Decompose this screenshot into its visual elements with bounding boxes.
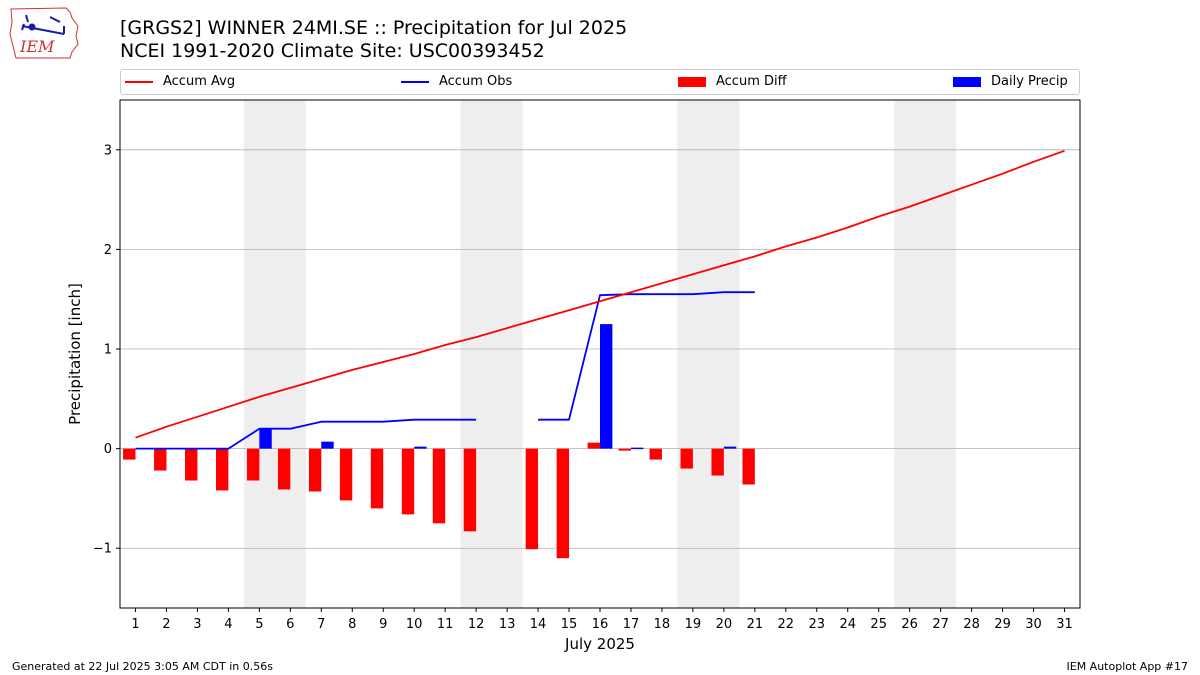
xtick-label-29: 29 xyxy=(994,617,1011,632)
diff-bar-day-9 xyxy=(370,448,384,509)
xtick-label-28: 28 xyxy=(963,617,980,632)
weekend-band-3 xyxy=(677,100,740,608)
xtick-label-21: 21 xyxy=(747,617,764,632)
xtick-label-3: 3 xyxy=(193,617,201,632)
y-axis-label: Precipitation [inch] xyxy=(66,283,84,425)
diff-bar-day-14 xyxy=(525,448,539,550)
xtick-label-20: 20 xyxy=(716,617,733,632)
ytick-label-1: 1 xyxy=(104,343,112,358)
xtick-label-26: 26 xyxy=(901,617,918,632)
xtick-label-15: 15 xyxy=(561,617,578,632)
xtick-label-8: 8 xyxy=(348,617,356,632)
xtick-label-6: 6 xyxy=(286,617,294,632)
ytick-label-2: 2 xyxy=(104,243,112,258)
xtick-label-24: 24 xyxy=(839,617,856,632)
daily-bar-day-10 xyxy=(414,446,427,449)
xtick-label-31: 31 xyxy=(1056,617,1073,632)
xtick-label-4: 4 xyxy=(224,617,232,632)
diff-bar-day-12 xyxy=(463,448,477,532)
xtick-label-17: 17 xyxy=(623,617,640,632)
legend-swatch-diff xyxy=(678,76,706,87)
footer-generated: Generated at 22 Jul 2025 3:05 AM CDT in … xyxy=(12,660,273,673)
xtick-label-22: 22 xyxy=(778,617,795,632)
xtick-label-10: 10 xyxy=(406,617,423,632)
legend-swatch-daily xyxy=(953,76,981,87)
diff-bar-day-20 xyxy=(711,448,724,476)
weekend-band-4 xyxy=(894,100,957,608)
xtick-label-30: 30 xyxy=(1025,617,1042,632)
diff-bar-day-1 xyxy=(123,448,136,460)
diff-bar-day-8 xyxy=(339,448,353,501)
diff-bar-day-3 xyxy=(185,448,198,481)
daily-bar-day-20 xyxy=(723,446,737,449)
diff-bar-day-4 xyxy=(216,448,229,491)
diff-bar-day-21 xyxy=(742,448,755,485)
daily-bar-day-5 xyxy=(259,428,272,449)
chart-subtitle: NCEI 1991-2020 Climate Site: USC00393452 xyxy=(120,40,545,62)
footer-app: IEM Autoplot App #17 xyxy=(1066,660,1189,673)
xtick-label-12: 12 xyxy=(468,617,485,632)
daily-bar-day-17 xyxy=(630,447,644,450)
legend-label-obs: Accum Obs xyxy=(439,74,513,89)
diff-bar-day-17 xyxy=(618,448,631,451)
weather-station-icon xyxy=(21,14,65,35)
iem-logo: IEM xyxy=(9,7,79,59)
legend-swatch-obs xyxy=(401,80,429,83)
xtick-label-2: 2 xyxy=(162,617,170,632)
x-axis-label: July 2025 xyxy=(564,635,635,653)
diff-bar-day-19 xyxy=(680,448,693,469)
diff-bar-day-7 xyxy=(308,448,322,492)
ytick-label-3: 3 xyxy=(104,143,112,158)
legend-label-avg: Accum Avg xyxy=(163,74,236,89)
diff-bar-day-2 xyxy=(154,448,167,471)
xtick-label-25: 25 xyxy=(870,617,887,632)
diff-bar-day-6 xyxy=(277,448,291,490)
xtick-label-11: 11 xyxy=(437,617,454,632)
logo-text: IEM xyxy=(19,37,55,56)
diff-bar-day-5 xyxy=(246,448,260,481)
xtick-label-1: 1 xyxy=(131,617,139,632)
daily-bar-day-16 xyxy=(600,324,613,449)
ytick-label-0: 0 xyxy=(104,442,112,457)
diff-bar-day-10 xyxy=(401,448,415,515)
accum-obs-line xyxy=(135,291,755,450)
legend-label-diff: Accum Diff xyxy=(716,74,787,89)
xtick-label-18: 18 xyxy=(654,617,671,632)
xtick-label-7: 7 xyxy=(317,617,325,632)
daily-bar-day-7 xyxy=(321,441,334,449)
legend-accum-diff: Accum Diff xyxy=(678,74,787,89)
xtick-label-27: 27 xyxy=(932,617,949,632)
diff-bar-day-11 xyxy=(432,448,446,524)
legend-daily-precip: Daily Precip xyxy=(953,74,1068,89)
legend-label-daily: Daily Precip xyxy=(991,74,1068,89)
chart-title: [GRGS2] WINNER 24MI.SE :: Precipitation … xyxy=(120,17,628,39)
ytick-label--1: −1 xyxy=(93,542,112,557)
xtick-label-19: 19 xyxy=(685,617,702,632)
weekend-band-2 xyxy=(460,100,523,608)
diff-bar-day-18 xyxy=(649,448,662,460)
xtick-label-9: 9 xyxy=(379,617,387,632)
weekend-band-1 xyxy=(243,100,306,608)
accum-avg-line xyxy=(135,149,1065,439)
xtick-label-13: 13 xyxy=(499,617,516,632)
legend: Accum Avg Accum Obs Accum Diff Daily Pre… xyxy=(120,69,1080,95)
xtick-label-16: 16 xyxy=(592,617,609,632)
xtick-label-5: 5 xyxy=(255,617,263,632)
diff-bar-day-15 xyxy=(556,448,570,559)
xtick-label-23: 23 xyxy=(809,617,826,632)
xtick-label-14: 14 xyxy=(530,617,547,632)
legend-accum-obs: Accum Obs xyxy=(401,74,512,89)
legend-swatch-avg xyxy=(125,80,153,83)
legend-accum-avg: Accum Avg xyxy=(125,74,235,89)
diff-bar-day-16 xyxy=(587,442,600,449)
